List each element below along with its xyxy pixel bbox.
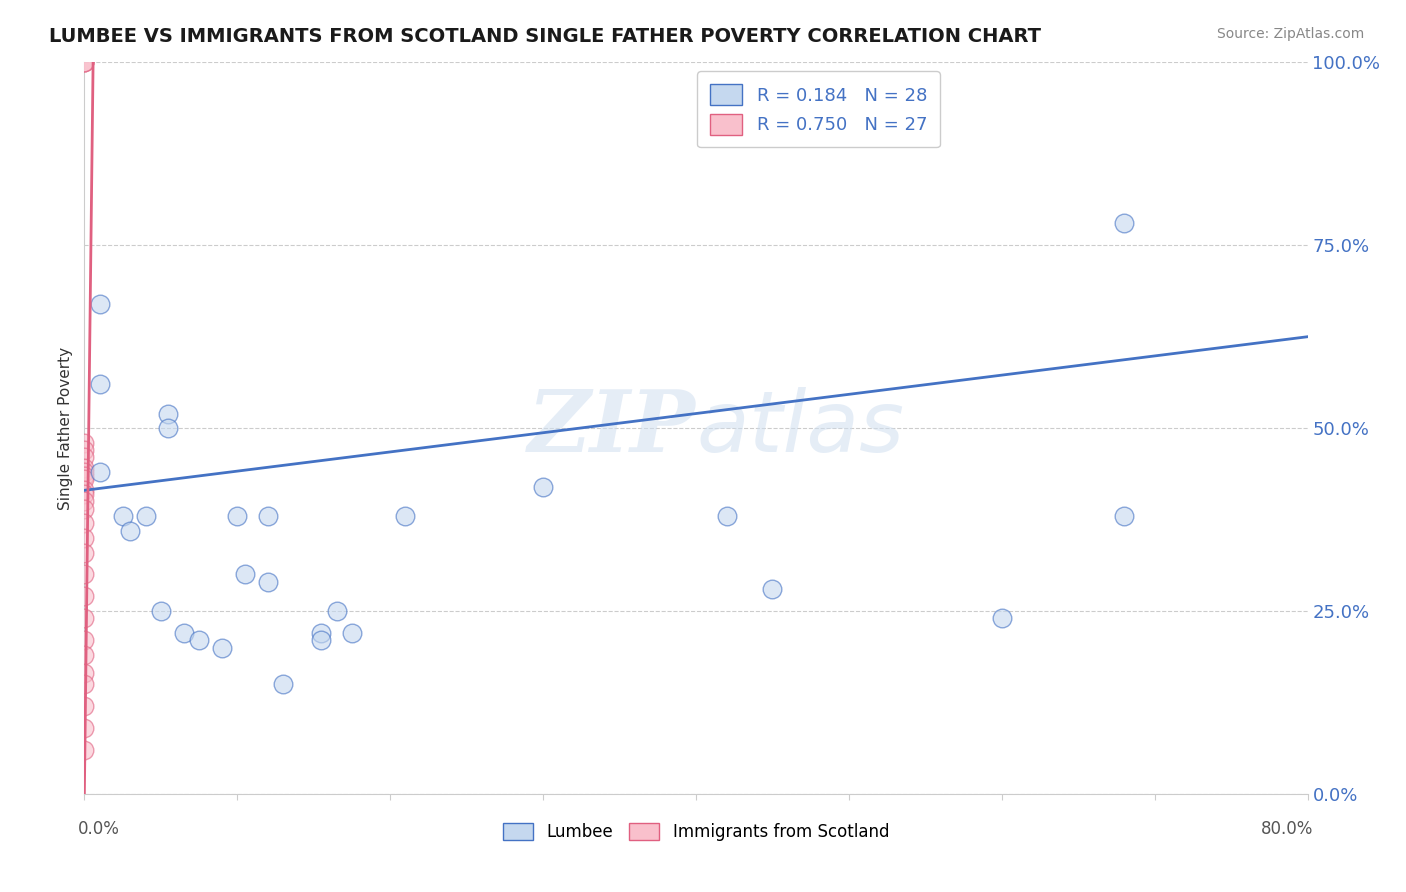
Point	[991, 611, 1014, 625]
Text: ZIP: ZIP	[529, 386, 696, 470]
Point	[311, 626, 333, 640]
Point	[340, 626, 363, 640]
Point	[73, 487, 96, 501]
Point	[89, 465, 111, 479]
Point	[325, 604, 347, 618]
Point	[73, 677, 96, 691]
Point	[531, 480, 554, 494]
Point	[73, 443, 96, 458]
Point	[257, 508, 280, 523]
Text: 80.0%: 80.0%	[1261, 820, 1313, 838]
Point	[73, 494, 96, 508]
Point	[120, 524, 142, 538]
Point	[73, 465, 96, 479]
Point	[73, 699, 96, 714]
Point	[73, 461, 96, 475]
Point	[173, 626, 195, 640]
Point	[271, 677, 294, 691]
Point	[73, 55, 96, 70]
Point	[73, 450, 96, 465]
Point	[233, 567, 256, 582]
Point	[211, 640, 233, 655]
Point	[73, 531, 96, 545]
Point	[157, 407, 180, 421]
Point	[761, 582, 783, 596]
Text: LUMBEE VS IMMIGRANTS FROM SCOTLAND SINGLE FATHER POVERTY CORRELATION CHART: LUMBEE VS IMMIGRANTS FROM SCOTLAND SINGL…	[49, 27, 1042, 45]
Y-axis label: Single Father Poverty: Single Father Poverty	[58, 347, 73, 509]
Point	[73, 483, 96, 498]
Point	[73, 501, 96, 516]
Point	[73, 666, 96, 681]
Point	[73, 611, 96, 625]
Point	[73, 648, 96, 662]
Point	[73, 567, 96, 582]
Point	[73, 545, 96, 559]
Point	[226, 508, 249, 523]
Legend: Lumbee, Immigrants from Scotland: Lumbee, Immigrants from Scotland	[496, 816, 896, 847]
Point	[716, 508, 738, 523]
Point	[89, 297, 111, 311]
Point	[257, 574, 280, 589]
Text: Source: ZipAtlas.com: Source: ZipAtlas.com	[1216, 27, 1364, 41]
Point	[73, 590, 96, 604]
Point	[89, 377, 111, 392]
Point	[111, 508, 134, 523]
Point	[73, 633, 96, 648]
Text: 0.0%: 0.0%	[79, 820, 120, 838]
Point	[73, 721, 96, 735]
Point	[73, 55, 96, 70]
Text: atlas: atlas	[696, 386, 904, 470]
Point	[157, 421, 180, 435]
Point	[73, 743, 96, 757]
Point	[73, 435, 96, 450]
Point	[73, 516, 96, 531]
Point	[135, 508, 157, 523]
Point	[1114, 508, 1136, 523]
Point	[73, 468, 96, 483]
Point	[188, 633, 211, 648]
Point	[1114, 216, 1136, 230]
Point	[73, 55, 96, 70]
Point	[149, 604, 172, 618]
Point	[73, 472, 96, 486]
Point	[311, 633, 333, 648]
Point	[394, 508, 416, 523]
